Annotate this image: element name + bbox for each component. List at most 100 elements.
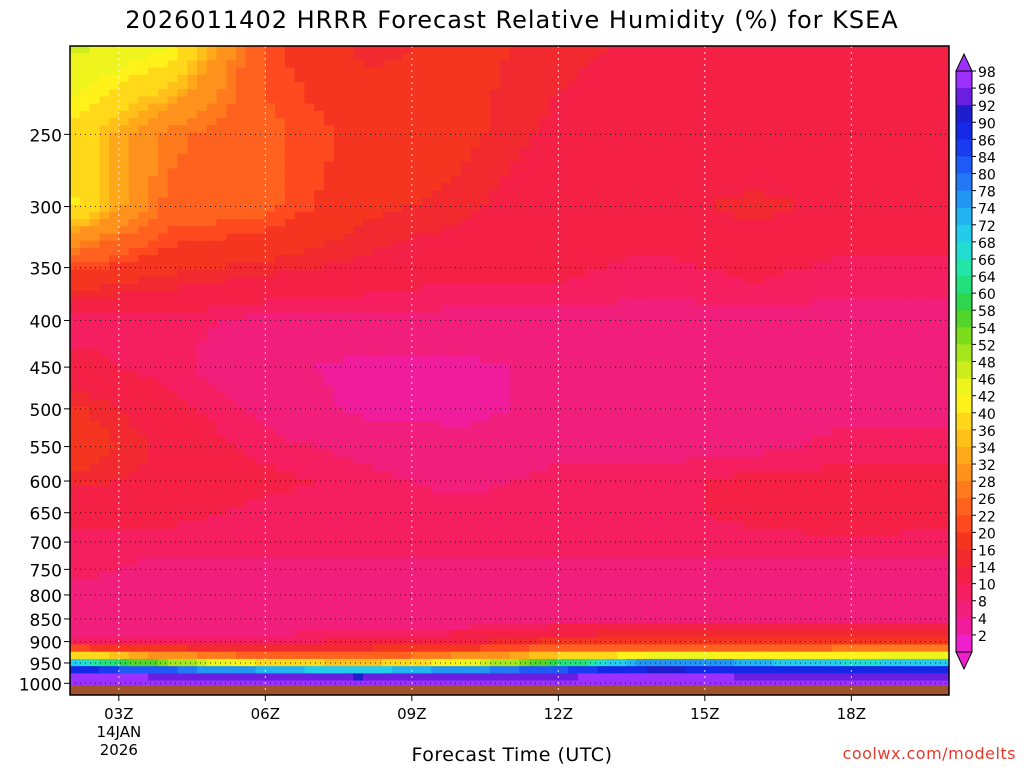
rh-cell bbox=[646, 183, 657, 191]
rh-cell bbox=[138, 348, 149, 357]
rh-cell bbox=[148, 413, 159, 422]
rh-cell bbox=[128, 110, 139, 119]
rh-cell bbox=[421, 320, 432, 328]
rh-cell bbox=[529, 96, 540, 105]
rh-cell bbox=[382, 154, 393, 162]
rh-cell bbox=[646, 46, 657, 54]
rh-cell bbox=[499, 247, 511, 256]
rh-cell bbox=[880, 168, 891, 177]
rh-cell bbox=[255, 197, 266, 206]
rh-cell bbox=[773, 291, 784, 299]
rh-cell bbox=[89, 356, 100, 364]
rh-cell bbox=[470, 384, 481, 393]
rh-cell bbox=[138, 146, 149, 155]
rh-cell bbox=[323, 89, 335, 98]
rh-cell bbox=[148, 334, 159, 343]
rh-cell bbox=[245, 168, 257, 177]
rh-cell bbox=[128, 269, 139, 278]
rh-cell bbox=[753, 320, 765, 328]
rh-cell bbox=[382, 219, 393, 227]
rh-cell bbox=[450, 341, 462, 350]
rh-cell bbox=[519, 413, 530, 422]
rh-cell bbox=[489, 399, 501, 408]
rh-cell bbox=[538, 392, 550, 400]
rh-cell bbox=[939, 154, 949, 162]
rh-cell bbox=[656, 356, 667, 364]
rh-cell bbox=[187, 384, 198, 393]
rh-cell bbox=[743, 89, 755, 98]
rh-cell bbox=[656, 161, 667, 170]
rh-cell bbox=[939, 183, 949, 191]
rh-cell bbox=[70, 132, 81, 141]
rh-cell bbox=[822, 74, 833, 83]
rh-cell bbox=[333, 204, 345, 213]
rh-cell bbox=[372, 46, 384, 54]
rh-cell bbox=[782, 175, 794, 184]
rh-cell bbox=[900, 435, 911, 444]
rh-cell bbox=[431, 103, 442, 112]
rh-cell bbox=[216, 89, 227, 98]
rh-cell bbox=[909, 435, 921, 444]
rh-cell bbox=[646, 118, 657, 126]
rh-cell bbox=[919, 89, 931, 98]
rh-cell bbox=[597, 356, 608, 364]
rh-cell bbox=[597, 74, 608, 83]
rh-cell bbox=[79, 327, 91, 336]
rh-cell bbox=[236, 146, 247, 155]
rh-cell bbox=[157, 428, 169, 436]
rh-cell bbox=[636, 392, 647, 400]
rh-cell bbox=[870, 291, 882, 299]
rh-cell bbox=[333, 139, 345, 148]
rh-cell bbox=[363, 399, 374, 408]
rh-cell bbox=[646, 320, 657, 328]
rh-cell bbox=[138, 183, 149, 191]
rh-cell bbox=[441, 154, 452, 162]
rh-cell bbox=[70, 89, 81, 98]
rh-cell bbox=[695, 320, 706, 328]
rh-cell bbox=[441, 341, 452, 350]
rh-cell bbox=[607, 262, 618, 271]
rh-cell bbox=[353, 420, 364, 429]
rh-cell bbox=[880, 175, 891, 184]
rh-cell bbox=[529, 406, 540, 415]
rh-cell bbox=[782, 67, 794, 76]
rh-cell bbox=[636, 399, 647, 408]
rh-cell bbox=[323, 139, 335, 148]
rh-cell bbox=[167, 247, 179, 256]
rh-cell bbox=[802, 219, 813, 227]
rh-cell bbox=[714, 276, 725, 285]
rh-cell bbox=[157, 96, 169, 105]
rh-cell bbox=[196, 168, 208, 177]
rh-cell bbox=[392, 168, 403, 177]
rh-cell bbox=[773, 96, 784, 105]
rh-cell bbox=[245, 96, 257, 105]
rh-cell bbox=[226, 341, 237, 350]
rh-cell bbox=[489, 370, 501, 379]
rh-cell bbox=[353, 161, 364, 170]
rh-cell bbox=[909, 420, 921, 429]
rh-cell bbox=[275, 139, 286, 148]
rh-cell bbox=[636, 428, 647, 436]
rh-cell bbox=[909, 247, 921, 256]
rh-cell bbox=[314, 399, 325, 408]
rh-cell bbox=[646, 67, 657, 76]
rh-cell bbox=[167, 154, 179, 162]
rh-cell bbox=[196, 125, 208, 134]
rh-cell bbox=[265, 74, 276, 83]
rh-cell bbox=[519, 190, 530, 199]
rh-cell bbox=[70, 291, 81, 299]
rh-cell bbox=[353, 348, 364, 357]
rh-cell bbox=[880, 291, 891, 299]
rh-cell bbox=[353, 168, 364, 177]
rh-cell bbox=[870, 132, 882, 141]
rh-cell bbox=[773, 161, 784, 170]
rh-cell bbox=[489, 168, 501, 177]
rh-cell bbox=[148, 428, 159, 436]
rh-cell bbox=[148, 110, 159, 119]
rh-cell bbox=[675, 327, 686, 336]
rh-cell bbox=[812, 204, 823, 213]
rh-cell bbox=[265, 233, 276, 242]
rh-cell bbox=[577, 413, 589, 422]
rh-cell bbox=[861, 183, 872, 191]
rh-cell bbox=[118, 413, 130, 422]
